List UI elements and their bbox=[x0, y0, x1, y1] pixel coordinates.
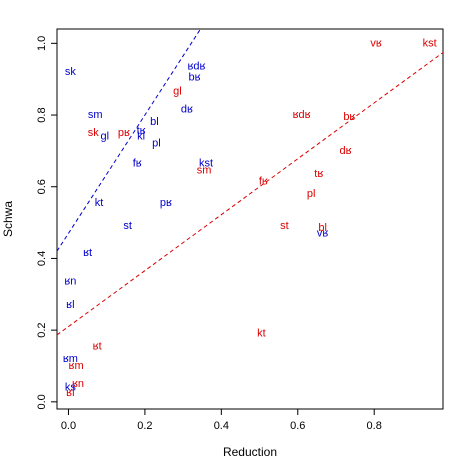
data-point-label: bʁ bbox=[343, 111, 355, 123]
y-tick-label: 1.0 bbox=[36, 36, 48, 51]
data-point-label: ks bbox=[65, 381, 77, 393]
data-point-label: sk bbox=[65, 66, 77, 78]
data-point-label: fʁ bbox=[259, 175, 268, 187]
data-point-label: ʁl bbox=[66, 387, 74, 399]
x-axis-label: Reduction bbox=[223, 445, 277, 459]
data-point-label: pʁ bbox=[160, 197, 172, 209]
data-point-label: tʁ bbox=[137, 125, 146, 137]
y-tick-label: 0.4 bbox=[36, 251, 48, 266]
data-point-label: sm bbox=[88, 109, 103, 121]
data-point-label: bl bbox=[318, 222, 327, 234]
data-point-label: ʁl bbox=[66, 299, 74, 311]
data-point-label: vʁ bbox=[370, 37, 382, 49]
data-point-label: kt bbox=[257, 328, 266, 340]
y-axis: 0.0 0.2 0.4 0.6 0.8 1.0 bbox=[36, 36, 57, 409]
data-point-label: pl bbox=[152, 138, 161, 150]
data-point-label: dʁ bbox=[340, 145, 352, 157]
data-point-label: pl bbox=[307, 188, 316, 200]
y-tick-label: 0.2 bbox=[36, 322, 48, 337]
data-point-label: kt bbox=[95, 197, 104, 209]
data-point-label: kl bbox=[137, 131, 145, 143]
y-tick-label: 0.0 bbox=[36, 394, 48, 409]
x-tick-label: 0.4 bbox=[214, 420, 229, 432]
data-point-label: tʁ bbox=[314, 168, 323, 180]
data-point-label: bl bbox=[150, 116, 159, 128]
x-tick-label: 0.6 bbox=[290, 420, 305, 432]
data-point-label: vʁ bbox=[317, 227, 329, 239]
x-tick-label: 0.8 bbox=[367, 420, 382, 432]
x-tick-label: 0.2 bbox=[137, 420, 152, 432]
data-point-label: kst bbox=[423, 37, 437, 49]
y-tick-label: 0.6 bbox=[36, 179, 48, 194]
data-point-label: bʁ bbox=[189, 71, 201, 83]
x-tick-label: 0.0 bbox=[61, 420, 76, 432]
data-point-label: st bbox=[123, 220, 132, 232]
data-point-label: kst bbox=[199, 157, 213, 169]
data-point-label: pʁ bbox=[118, 127, 130, 139]
data-point-label: ʁn bbox=[72, 378, 84, 390]
y-tick-label: 0.8 bbox=[36, 107, 48, 122]
data-point-label: sk bbox=[88, 127, 100, 139]
data-point-label: ʁt bbox=[83, 247, 92, 259]
trend-lines bbox=[56, 28, 444, 336]
data-point-label: fʁ bbox=[133, 157, 142, 169]
y-axis-label: Schwa bbox=[1, 201, 15, 237]
x-axis: 0.0 0.2 0.4 0.6 0.8 bbox=[61, 409, 382, 432]
data-point-label: ʁt bbox=[93, 340, 102, 352]
data-point-label: sm bbox=[197, 165, 212, 177]
data-point-label: gl bbox=[173, 86, 182, 98]
data-point-label: ʁm bbox=[63, 353, 78, 365]
data-point-label: st bbox=[280, 220, 289, 232]
data-point-label: ʁdʁ bbox=[293, 109, 311, 121]
data-point-label: ʁdʁ bbox=[187, 61, 205, 73]
trend-line bbox=[56, 52, 444, 336]
trend-line bbox=[56, 28, 201, 252]
data-point-label: ʁn bbox=[64, 276, 76, 288]
data-point-label: dʁ bbox=[181, 104, 193, 116]
plot-frame bbox=[56, 28, 444, 410]
data-point-label: gl bbox=[100, 131, 109, 143]
data-point-label: ʁm bbox=[69, 360, 84, 372]
